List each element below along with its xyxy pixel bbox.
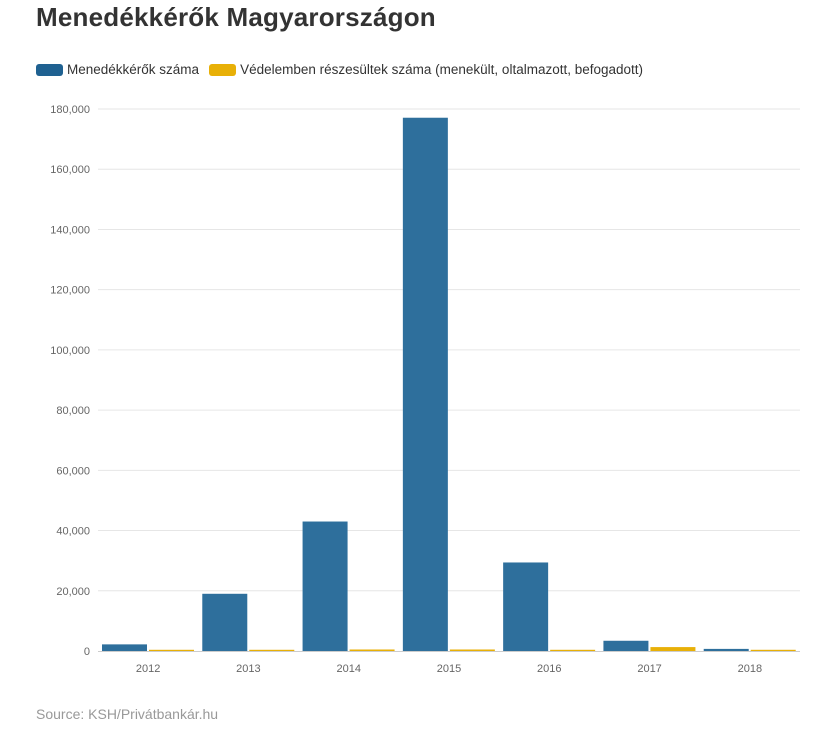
source-note: Source: KSH/Privátbankár.hu xyxy=(36,706,219,722)
legend-label-asylum-seekers: Menedékkérők száma xyxy=(67,62,200,77)
bar-protected-2016[interactable] xyxy=(550,649,596,651)
x-tick-label: 2018 xyxy=(738,663,762,675)
x-tick-label: 2012 xyxy=(136,663,160,675)
chart-title: Menedékkérők Magyarországon xyxy=(36,2,436,32)
y-tick-label: 160,000 xyxy=(50,164,90,176)
bar-chart: 0 20,000 40,000 60,000 80,000 100,000 120,000 1… xyxy=(50,104,800,675)
bar-asylum-seekers-2014[interactable] xyxy=(302,521,348,651)
y-tick-label: 120,000 xyxy=(50,285,90,297)
bar-protected-2012[interactable] xyxy=(149,649,194,651)
x-tick-label: 2017 xyxy=(637,663,661,675)
y-axis: 0 20,000 40,000 60,000 80,000 100,000 120,000 1… xyxy=(50,104,90,658)
bar-asylum-seekers-2017[interactable] xyxy=(603,640,649,651)
bar-protected-2017[interactable] xyxy=(650,647,696,651)
bar-asylum-seekers-2012[interactable] xyxy=(102,644,147,651)
bar-protected-2014[interactable] xyxy=(349,649,395,651)
x-tick-label: 2015 xyxy=(437,663,461,675)
y-tick-label: 60,000 xyxy=(56,465,90,477)
y-tick-label: 20,000 xyxy=(56,586,90,598)
bar-asylum-seekers-2016[interactable] xyxy=(503,562,549,651)
x-tick-label: 2014 xyxy=(336,663,360,675)
legend: Menedékkérők száma Védelemben részesülte… xyxy=(36,62,653,77)
bar-asylum-seekers-2013[interactable] xyxy=(202,593,248,651)
x-tick-label: 2013 xyxy=(236,663,260,675)
y-tick-label: 100,000 xyxy=(50,345,90,357)
legend-item-protected[interactable]: Védelemben részesültek száma (menekült, … xyxy=(209,62,643,77)
bar-protected-2013[interactable] xyxy=(249,649,295,651)
bar-asylum-seekers-2015[interactable] xyxy=(402,117,448,651)
legend-swatch-asylum-seekers xyxy=(36,63,63,76)
y-tick-label: 140,000 xyxy=(50,224,90,236)
gridlines xyxy=(98,108,800,592)
legend-swatch-protected xyxy=(209,63,237,76)
y-tick-label: 80,000 xyxy=(56,405,90,417)
y-tick-label: 0 xyxy=(84,646,90,658)
y-tick-label: 180,000 xyxy=(50,104,90,116)
bars xyxy=(102,117,796,651)
bar-protected-2018[interactable] xyxy=(750,649,796,651)
x-tick-label: 2016 xyxy=(537,663,561,675)
y-tick-label: 40,000 xyxy=(56,526,90,538)
legend-item-asylum-seekers[interactable]: Menedékkérők száma xyxy=(36,62,199,77)
legend-label-protected: Védelemben részesültek száma (menekült, … xyxy=(240,62,644,77)
x-axis: 2012 2013 2014 2015 2016 2017 2018 xyxy=(98,651,800,675)
bar-protected-2015[interactable] xyxy=(449,649,495,651)
bar-asylum-seekers-2018[interactable] xyxy=(703,648,749,651)
